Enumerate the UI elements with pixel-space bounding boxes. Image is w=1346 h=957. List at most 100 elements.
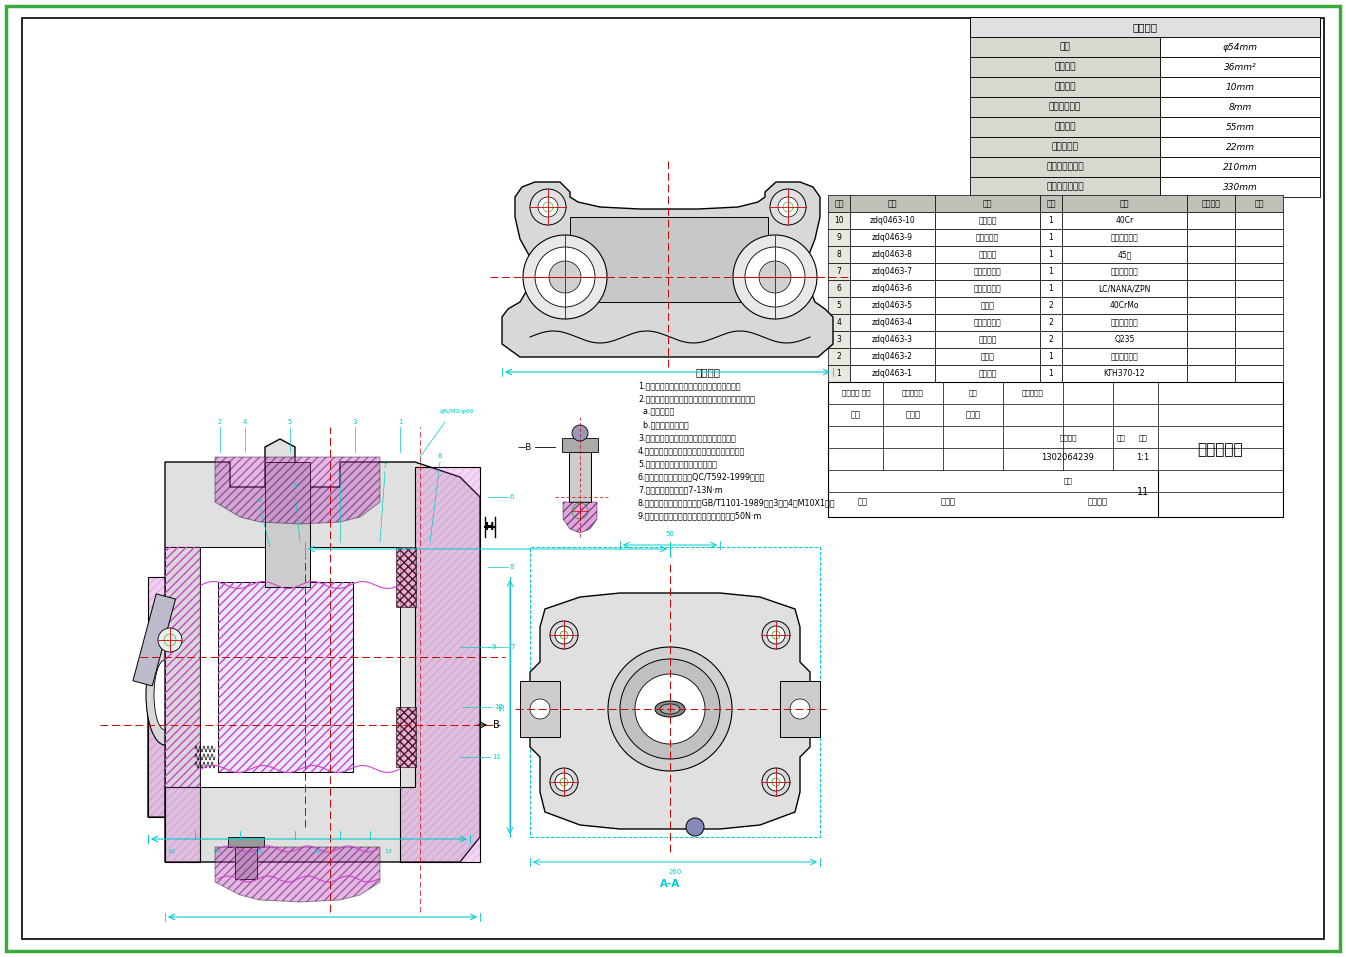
- Circle shape: [157, 628, 182, 652]
- Bar: [1236, 229, 1283, 246]
- Polygon shape: [166, 439, 481, 862]
- Bar: [1236, 195, 1283, 212]
- Text: 40Cr: 40Cr: [1116, 216, 1133, 225]
- Bar: [1160, 137, 1320, 157]
- Text: 10mm: 10mm: [1225, 82, 1254, 92]
- Circle shape: [551, 768, 577, 796]
- Text: 7: 7: [837, 267, 841, 276]
- Text: 密封垫片: 密封垫片: [979, 216, 997, 225]
- Text: 有效使用厚度: 有效使用厚度: [1049, 102, 1081, 112]
- Polygon shape: [166, 787, 201, 862]
- Text: 活塞密封套: 活塞密封套: [976, 233, 999, 242]
- Text: LC/NANA/ZPN: LC/NANA/ZPN: [1098, 284, 1151, 293]
- Bar: [935, 246, 1040, 263]
- Text: 9.制动器与制动软管连接处密封承受密力矩为50N·m: 9.制动器与制动软管连接处密封承受密力矩为50N·m: [638, 511, 762, 520]
- Text: 330mm: 330mm: [1222, 183, 1257, 191]
- Circle shape: [534, 247, 595, 307]
- Bar: [133, 594, 175, 686]
- Bar: [1236, 246, 1283, 263]
- Bar: [1187, 314, 1236, 331]
- Text: 55mm: 55mm: [1225, 122, 1254, 131]
- Bar: [1187, 331, 1236, 348]
- Bar: [851, 195, 935, 212]
- Bar: [1040, 280, 1062, 297]
- Bar: [935, 348, 1040, 365]
- Text: 6: 6: [837, 284, 841, 293]
- Polygon shape: [215, 847, 380, 902]
- Text: 三元乙丙橡胶: 三元乙丙橡胶: [1110, 267, 1139, 276]
- Circle shape: [762, 768, 790, 796]
- Circle shape: [790, 699, 810, 719]
- Text: 制动钳总成: 制动钳总成: [1198, 442, 1244, 457]
- Text: 2: 2: [218, 419, 222, 425]
- Text: 名称: 名称: [983, 199, 992, 208]
- Text: 55: 55: [499, 702, 505, 711]
- Bar: [1187, 229, 1236, 246]
- Text: 重量: 重量: [1117, 434, 1125, 441]
- Bar: [935, 365, 1040, 382]
- Bar: [851, 297, 935, 314]
- Text: zdq0463-2: zdq0463-2: [872, 352, 913, 361]
- Text: 除投标记: 除投标记: [1059, 434, 1077, 441]
- Text: zdq0463-7: zdq0463-7: [872, 267, 913, 276]
- Bar: [1062, 212, 1187, 229]
- Bar: [1062, 365, 1187, 382]
- Text: 7: 7: [510, 644, 514, 650]
- Text: 20: 20: [167, 849, 175, 854]
- Bar: [1040, 331, 1062, 348]
- Bar: [851, 212, 935, 229]
- Circle shape: [762, 621, 790, 649]
- Text: 导向销: 导向销: [981, 301, 995, 310]
- Bar: [233, 743, 241, 751]
- Text: 材料: 材料: [1120, 199, 1129, 208]
- Text: 防尘罩: 防尘罩: [981, 352, 995, 361]
- Bar: [828, 314, 851, 331]
- Bar: [1236, 314, 1283, 331]
- Text: 制动盘厚度: 制动盘厚度: [1051, 143, 1078, 151]
- Circle shape: [759, 261, 791, 293]
- Bar: [970, 97, 1160, 117]
- Bar: [828, 365, 851, 382]
- Bar: [166, 547, 201, 787]
- Circle shape: [770, 189, 806, 225]
- Text: 50: 50: [665, 531, 674, 537]
- Bar: [1160, 117, 1320, 137]
- Bar: [851, 246, 935, 263]
- Text: 2.装配时在下列部位涂适量润滑脂（不得挤满制动块）: 2.装配时在下列部位涂适量润滑脂（不得挤满制动块）: [638, 394, 755, 403]
- Bar: [1040, 212, 1062, 229]
- Bar: [935, 297, 1040, 314]
- Text: 制动半径: 制动半径: [1054, 122, 1075, 131]
- Text: 6: 6: [510, 494, 514, 500]
- Text: 1: 1: [1049, 352, 1054, 361]
- Text: H: H: [486, 522, 494, 532]
- Bar: [1040, 263, 1062, 280]
- Bar: [1040, 229, 1062, 246]
- Text: 7: 7: [382, 463, 388, 469]
- Bar: [851, 365, 935, 382]
- Text: 1:1: 1:1: [1136, 453, 1149, 461]
- Circle shape: [297, 544, 312, 558]
- Bar: [851, 280, 935, 297]
- Bar: [530, 547, 820, 837]
- Text: 3: 3: [353, 419, 357, 425]
- Bar: [1160, 157, 1320, 177]
- Text: 9: 9: [493, 644, 497, 650]
- Bar: [779, 681, 820, 737]
- Bar: [828, 229, 851, 246]
- Bar: [851, 348, 935, 365]
- Bar: [569, 447, 591, 502]
- Text: 管理一: 管理一: [906, 411, 921, 419]
- Text: Q235: Q235: [1114, 335, 1135, 344]
- Circle shape: [555, 626, 573, 644]
- Text: 4: 4: [242, 419, 248, 425]
- Polygon shape: [365, 577, 470, 782]
- Ellipse shape: [145, 645, 184, 745]
- Bar: [935, 263, 1040, 280]
- Text: zdq0463-6: zdq0463-6: [872, 284, 913, 293]
- Text: 技术参数: 技术参数: [1132, 22, 1158, 32]
- Text: 技术要求: 技术要求: [696, 367, 720, 377]
- Text: φN/M2/φ60: φN/M2/φ60: [440, 410, 475, 414]
- Text: 4.活塞密封圈及缸孔内不得有伤痕及异物引起漏液: 4.活塞密封圈及缸孔内不得有伤痕及异物引起漏液: [638, 446, 746, 455]
- Bar: [1040, 297, 1062, 314]
- Text: 2: 2: [837, 352, 841, 361]
